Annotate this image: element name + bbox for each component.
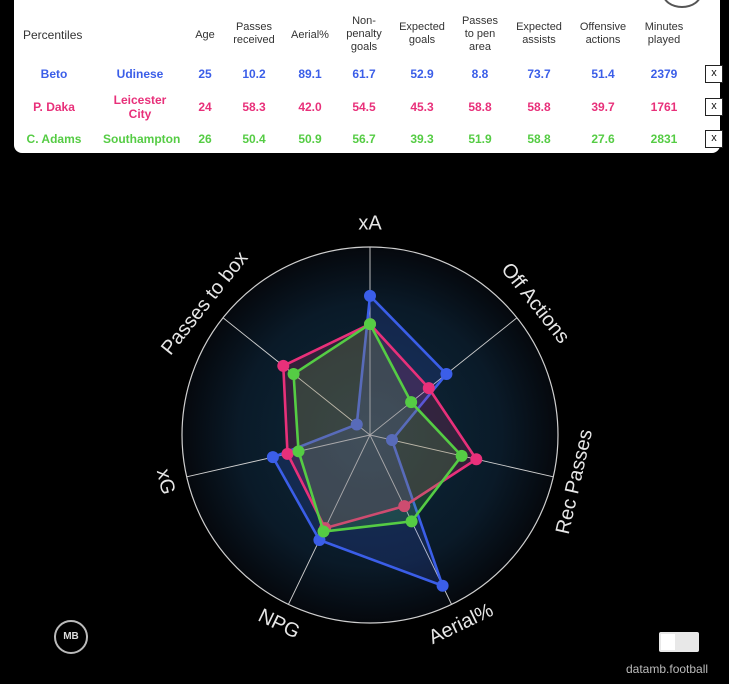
- stat-value: 27.6: [591, 132, 615, 146]
- remove-player-button[interactable]: x: [705, 130, 723, 148]
- player-name: C. Adams: [26, 132, 82, 146]
- series-polygon: [292, 322, 463, 533]
- col-passes-received: Passes received: [233, 21, 275, 46]
- stat-value: 50.9: [298, 132, 322, 146]
- stat-value: 50.4: [242, 132, 266, 146]
- series-point: [436, 579, 449, 592]
- series-point: [405, 396, 418, 409]
- series-point: [292, 445, 305, 458]
- series-point: [277, 359, 290, 372]
- stat-value: 2379: [650, 67, 678, 81]
- stat-value: 1761: [650, 100, 678, 114]
- series-point: [385, 434, 398, 447]
- stat-value: 26: [198, 132, 212, 146]
- mb-logo: MB: [54, 620, 88, 654]
- stat-value: 42.0: [298, 100, 322, 114]
- remove-player-button[interactable]: x: [705, 98, 723, 116]
- stat-value: 56.7: [352, 132, 376, 146]
- team-name: Udinese: [116, 67, 164, 81]
- team-name: Leicester City: [113, 93, 167, 121]
- toggle-knob[interactable]: [661, 634, 675, 650]
- stat-value: 58.8: [527, 132, 551, 146]
- axis-label: NPG: [255, 605, 304, 644]
- series-point: [470, 453, 483, 466]
- stat-value: 45.3: [410, 100, 434, 114]
- stat-value: 54.5: [352, 100, 376, 114]
- series-point: [350, 418, 363, 431]
- col-age: Age: [195, 29, 215, 41]
- stat-value: 61.7: [352, 67, 376, 81]
- stat-value: 39.3: [410, 132, 434, 146]
- theme-toggle[interactable]: [659, 632, 699, 652]
- stat-value: 58.8: [468, 100, 492, 114]
- stat-value: 10.2: [242, 67, 266, 81]
- col-non-penalty-goals: Non-penalty goals: [346, 15, 382, 53]
- radar-spoke: [288, 434, 371, 605]
- stat-value: 2831: [650, 132, 678, 146]
- col-expected-goals: Expected goals: [399, 21, 445, 46]
- player-name: P. Daka: [33, 100, 75, 114]
- stat-value: 58.3: [242, 100, 266, 114]
- percentiles-header: Percentiles: [23, 28, 83, 42]
- remove-player-button[interactable]: x: [705, 65, 723, 83]
- stat-value: 89.1: [298, 67, 322, 81]
- credit-text: datamb.football: [626, 662, 709, 676]
- series-point: [281, 447, 294, 460]
- series-point: [398, 500, 411, 513]
- col-passes-to-pen-area: Passes to pen area: [461, 15, 499, 53]
- stat-value: 52.9: [410, 67, 434, 81]
- stat-value: 58.8: [527, 100, 551, 114]
- stat-value: 51.4: [591, 67, 615, 81]
- series-point: [266, 451, 279, 464]
- series-point: [405, 515, 418, 528]
- col-expected-assists: Expected assists: [516, 21, 562, 46]
- radar-chart: xA Off Actions Rec Passes Aerial% NPG xG Passe…: [0, 160, 729, 679]
- series-point: [455, 449, 468, 462]
- stat-value: 39.7: [591, 100, 615, 114]
- stat-value: 51.9: [468, 132, 492, 146]
- player-name: Beto: [40, 67, 68, 81]
- stat-value: 8.8: [471, 67, 489, 81]
- series-point: [364, 289, 376, 302]
- team-name: Southampton: [103, 132, 181, 146]
- stat-value: 25: [198, 67, 212, 81]
- comparison-table: Percentiles Age Passes received Aerial% …: [14, 0, 723, 153]
- col-minutes-played: Minutes played: [644, 21, 684, 46]
- axis-label: xA: [358, 213, 382, 235]
- col-aerial: Aerial%: [291, 29, 329, 41]
- axis-label: xG: [152, 467, 179, 497]
- series-point: [317, 525, 330, 538]
- stat-value: 73.7: [527, 67, 551, 81]
- series-point: [287, 368, 300, 381]
- series-point: [364, 318, 376, 331]
- col-offensive-actions: Offensive actions: [579, 21, 627, 46]
- stat-value: 24: [198, 100, 212, 114]
- series-polygon: [281, 322, 478, 530]
- series-point: [440, 368, 453, 381]
- axis-label: Rec Passes: [552, 427, 597, 536]
- series-point: [422, 382, 435, 395]
